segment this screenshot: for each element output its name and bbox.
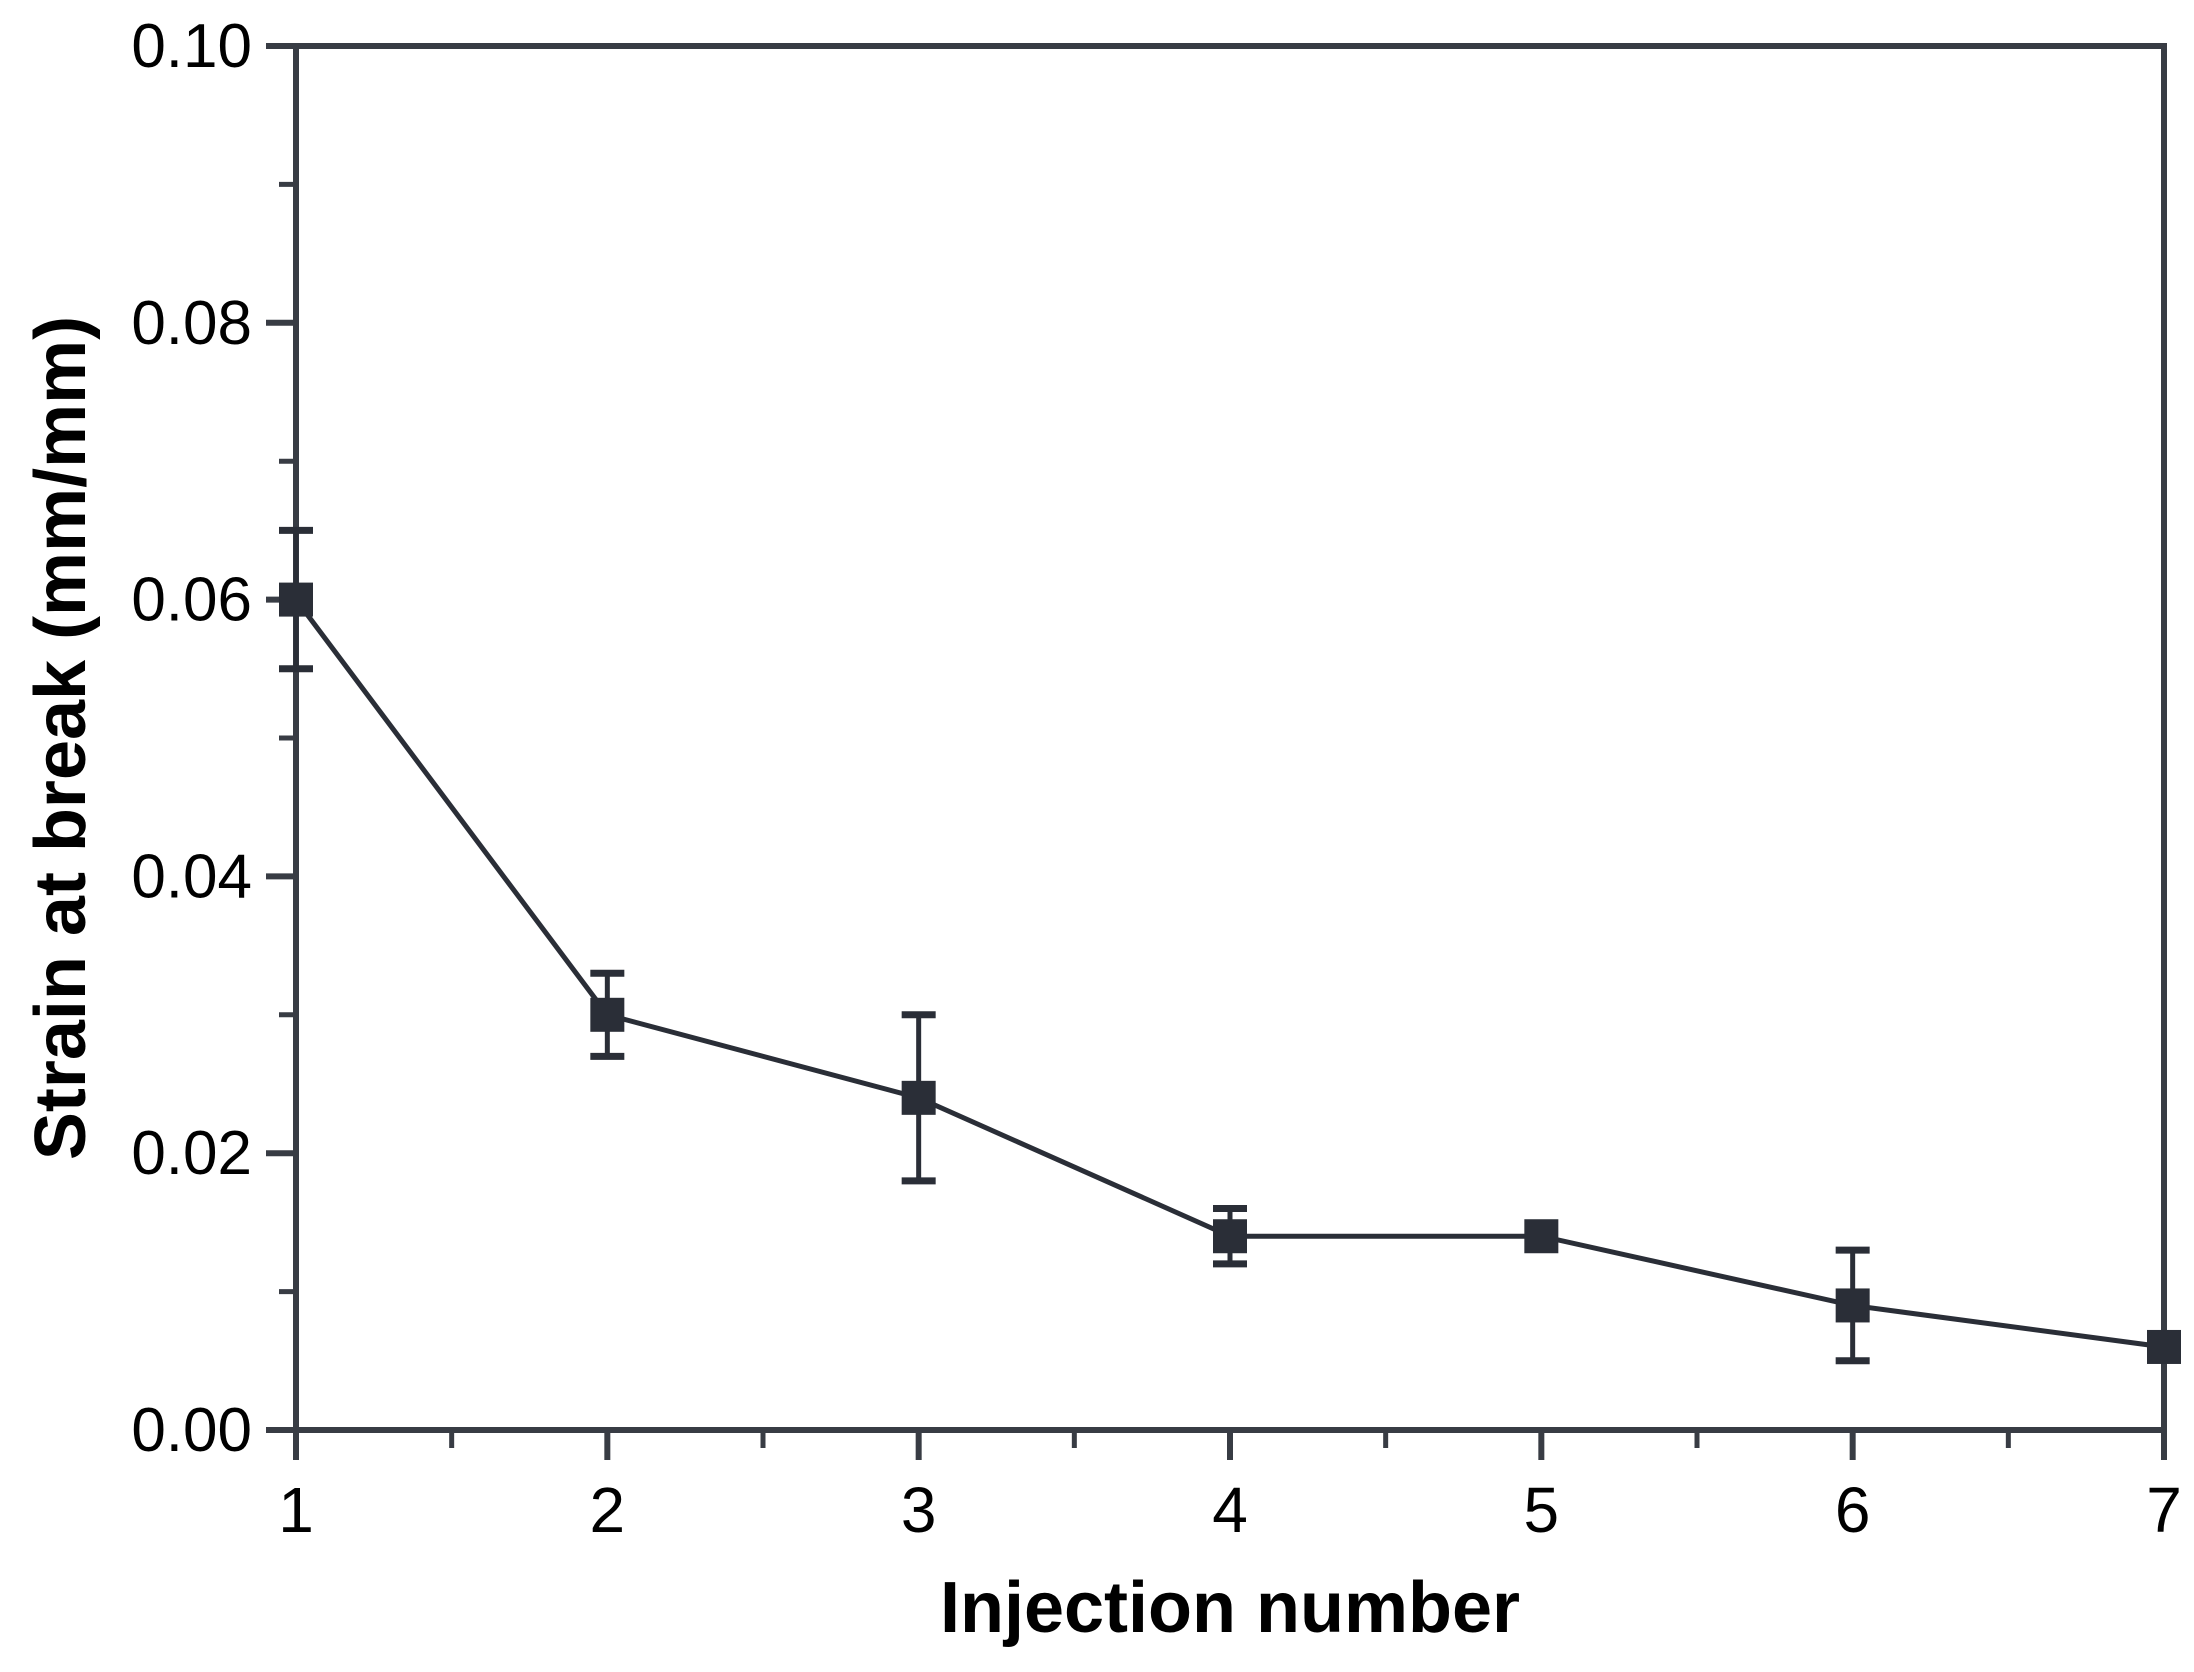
series-markers	[279, 582, 2181, 1364]
y-tick-label: 0.10	[131, 12, 252, 81]
data-point-marker	[279, 582, 313, 617]
data-point-marker	[2147, 1329, 2181, 1364]
data-point-marker	[1524, 1219, 1559, 1254]
x-tick-label: 4	[1212, 1474, 1248, 1546]
data-point-marker	[1213, 1219, 1247, 1254]
x-axis: 1 2 3 4 5 6 7	[278, 1430, 2182, 1546]
x-tick-label: 3	[901, 1474, 937, 1546]
data-point-marker	[590, 997, 625, 1032]
data-point-marker	[901, 1080, 936, 1115]
x-tick-label: 5	[1524, 1474, 1560, 1546]
data-point-marker	[1835, 1288, 1870, 1323]
y-tick-label: 0.08	[131, 289, 252, 358]
x-tick-label: 7	[2146, 1474, 2182, 1546]
x-tick-label: 6	[1835, 1474, 1871, 1546]
y-tick-label: 0.04	[131, 842, 252, 911]
y-tick-label: 0.02	[131, 1119, 252, 1188]
x-tick-label: 1	[278, 1474, 314, 1546]
y-tick-label: 0.06	[131, 566, 252, 635]
y-tick-label: 0.00	[131, 1396, 252, 1465]
x-axis-title: Injection number	[940, 1568, 1520, 1648]
y-axis: 0.00 0.02 0.04 0.06 0.08 0.10	[131, 12, 296, 1465]
error-bars	[279, 526, 1870, 1365]
y-axis-title: Strain at break (mm/mm)	[21, 316, 101, 1160]
x-tick-label: 2	[590, 1474, 626, 1546]
